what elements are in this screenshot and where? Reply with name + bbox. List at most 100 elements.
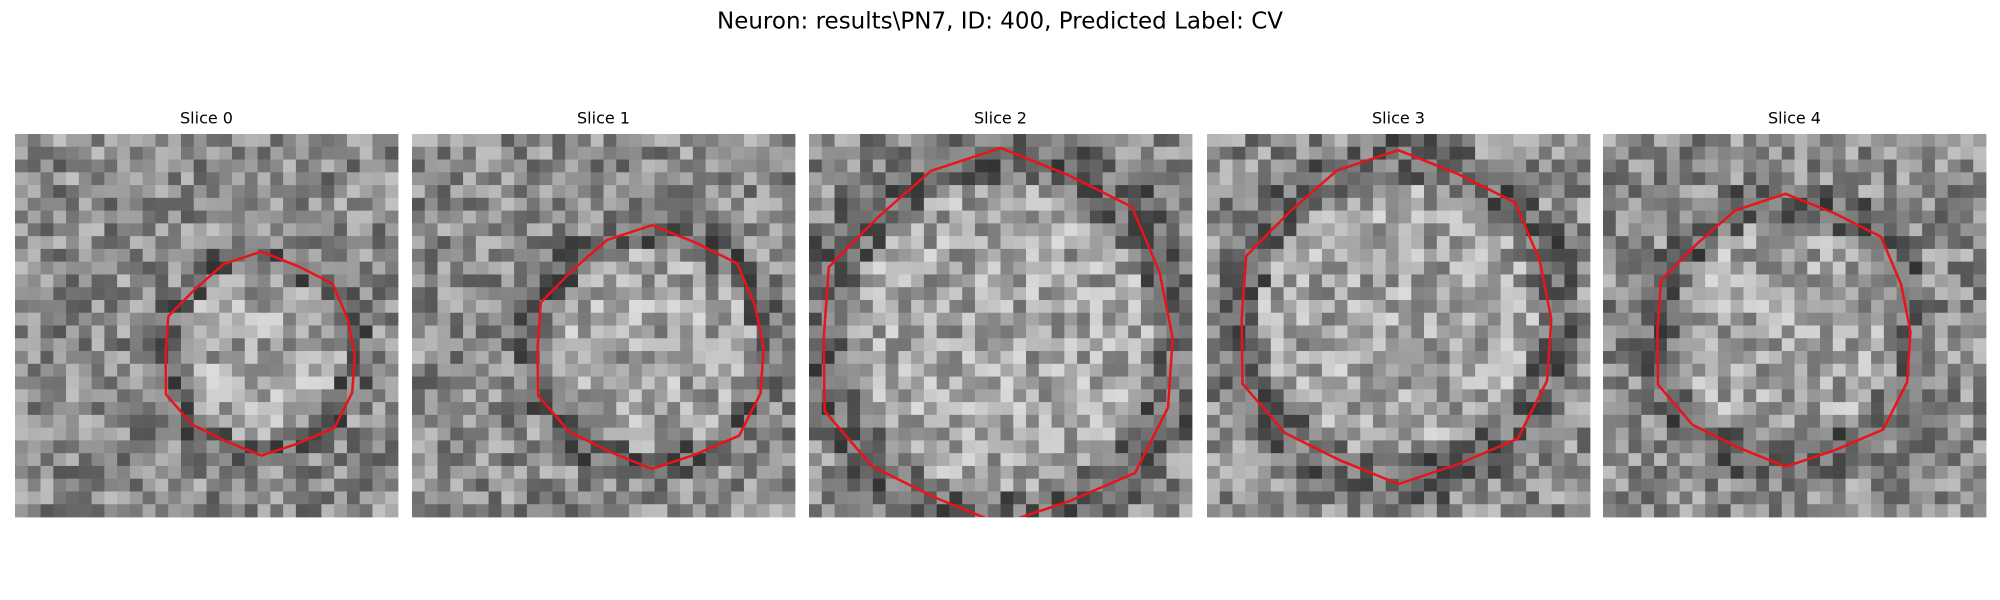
pixel xyxy=(552,376,566,390)
pixel xyxy=(1934,185,1949,199)
pixel xyxy=(346,427,361,441)
pixel xyxy=(860,261,874,275)
pixel xyxy=(1487,414,1502,429)
pixel xyxy=(232,146,246,160)
pixel xyxy=(359,299,373,314)
pixel xyxy=(66,159,80,173)
pixel xyxy=(1871,414,1885,429)
pixel xyxy=(1896,248,1910,263)
pixel xyxy=(1654,172,1668,186)
pixel xyxy=(1219,210,1233,224)
pixel xyxy=(936,427,950,441)
pixel xyxy=(232,236,246,250)
pixel xyxy=(1232,504,1246,518)
pixel xyxy=(270,159,284,173)
pixel xyxy=(437,287,451,301)
pixel xyxy=(1270,134,1284,148)
pixel xyxy=(1679,172,1693,186)
pixel xyxy=(1411,172,1425,186)
pixel xyxy=(412,236,426,250)
pixel xyxy=(1883,414,1898,429)
pixel xyxy=(1334,210,1348,224)
pixel xyxy=(1858,197,1872,211)
pixel xyxy=(385,172,399,186)
pixel xyxy=(974,223,989,237)
pixel xyxy=(1321,248,1336,263)
pixel xyxy=(488,478,502,492)
pixel xyxy=(1000,351,1014,365)
pixel xyxy=(1973,389,1987,403)
pixel xyxy=(1909,465,1923,480)
pixel xyxy=(206,299,220,314)
pixel xyxy=(1283,185,1297,199)
pixel xyxy=(1296,453,1310,467)
pixel xyxy=(1026,414,1040,429)
pixel xyxy=(1309,376,1323,390)
pixel xyxy=(463,274,477,288)
pixel xyxy=(1283,453,1297,467)
pixel xyxy=(847,491,861,505)
pixel xyxy=(782,312,796,326)
pixel xyxy=(1207,414,1221,429)
pixel xyxy=(936,312,950,326)
pixel xyxy=(1756,223,1770,237)
pixel xyxy=(680,491,694,505)
pixel xyxy=(91,478,105,492)
pixel xyxy=(1934,504,1949,518)
pixel xyxy=(424,223,438,237)
pixel xyxy=(1398,440,1412,454)
pixel xyxy=(782,223,796,237)
pixel xyxy=(1424,453,1438,467)
pixel xyxy=(257,414,271,429)
pixel xyxy=(1756,261,1770,275)
pixel xyxy=(692,351,707,365)
pixel xyxy=(385,325,399,339)
pixel xyxy=(359,261,373,275)
pixel xyxy=(1140,465,1155,480)
pixel xyxy=(692,325,707,339)
pixel xyxy=(1102,491,1116,505)
pixel xyxy=(1705,504,1719,518)
pixel xyxy=(1564,402,1578,416)
pixel xyxy=(552,172,566,186)
pixel xyxy=(680,159,694,173)
pixel xyxy=(1102,146,1116,160)
pixel xyxy=(590,465,604,480)
pixel xyxy=(641,376,655,390)
pixel xyxy=(1475,338,1489,352)
pixel xyxy=(219,414,233,429)
pixel xyxy=(1153,389,1167,403)
pixel xyxy=(1564,427,1578,441)
pixel xyxy=(731,504,745,518)
pixel xyxy=(193,504,207,518)
pixel xyxy=(1245,478,1259,492)
pixel xyxy=(1207,491,1221,505)
pixel xyxy=(1564,159,1578,173)
pixel xyxy=(1551,223,1565,237)
pixel xyxy=(91,159,105,173)
pixel xyxy=(1424,287,1438,301)
pixel xyxy=(53,427,67,441)
pixel xyxy=(847,504,861,518)
pixel xyxy=(1883,134,1898,148)
pixel xyxy=(1934,325,1949,339)
pixel xyxy=(756,427,770,441)
pixel xyxy=(1051,465,1065,480)
pixel xyxy=(501,491,515,505)
pixel xyxy=(718,351,732,365)
pixel xyxy=(1258,185,1272,199)
pixel xyxy=(1487,363,1502,377)
pixel xyxy=(514,287,528,301)
pixel xyxy=(1232,146,1246,160)
pixel xyxy=(104,159,118,173)
pixel xyxy=(1641,478,1655,492)
pixel xyxy=(1051,414,1065,429)
pixel xyxy=(257,504,271,518)
pixel xyxy=(923,453,938,467)
pixel xyxy=(1577,491,1591,505)
pixel xyxy=(193,299,207,314)
pixel xyxy=(501,287,515,301)
pixel xyxy=(1756,440,1770,454)
pixel xyxy=(1538,414,1553,429)
pixel xyxy=(1360,504,1374,518)
